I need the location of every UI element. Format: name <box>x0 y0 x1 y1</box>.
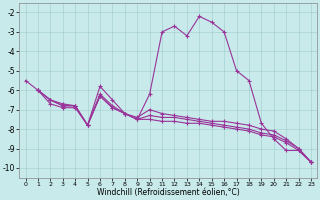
X-axis label: Windchill (Refroidissement éolien,°C): Windchill (Refroidissement éolien,°C) <box>97 188 240 197</box>
